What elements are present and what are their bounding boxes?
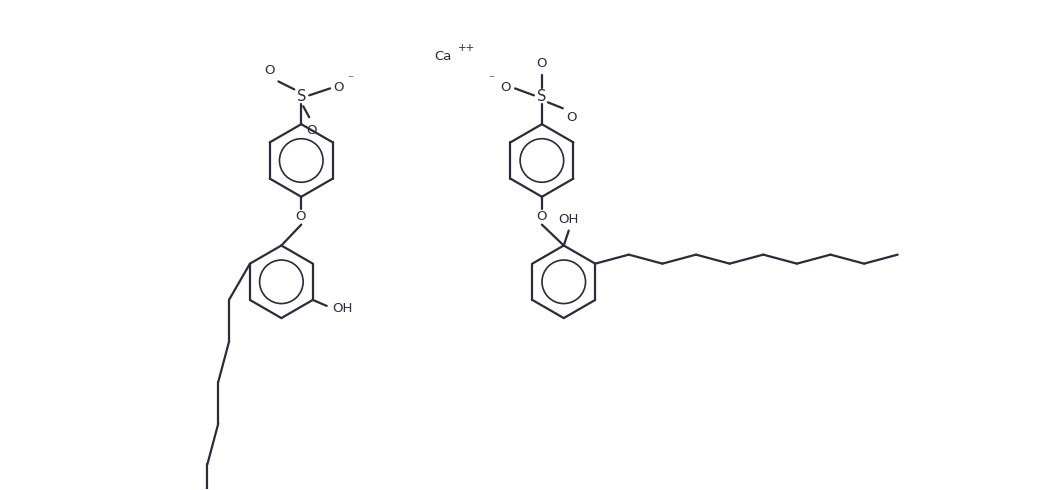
Text: ⁻: ⁻ [347, 73, 353, 86]
Text: S: S [538, 89, 547, 104]
Text: O: O [537, 57, 547, 70]
Text: S: S [296, 89, 306, 104]
Text: O: O [264, 64, 275, 77]
Text: O: O [333, 81, 343, 94]
Text: OH: OH [332, 302, 353, 316]
Text: Ca: Ca [433, 49, 451, 63]
Text: O: O [537, 210, 547, 223]
Text: O: O [500, 81, 511, 94]
Text: O: O [295, 210, 306, 223]
Text: O: O [567, 111, 577, 124]
Text: OH: OH [559, 213, 579, 226]
Text: ++: ++ [457, 43, 475, 53]
Text: O: O [306, 123, 316, 137]
Text: ⁻: ⁻ [488, 73, 494, 86]
